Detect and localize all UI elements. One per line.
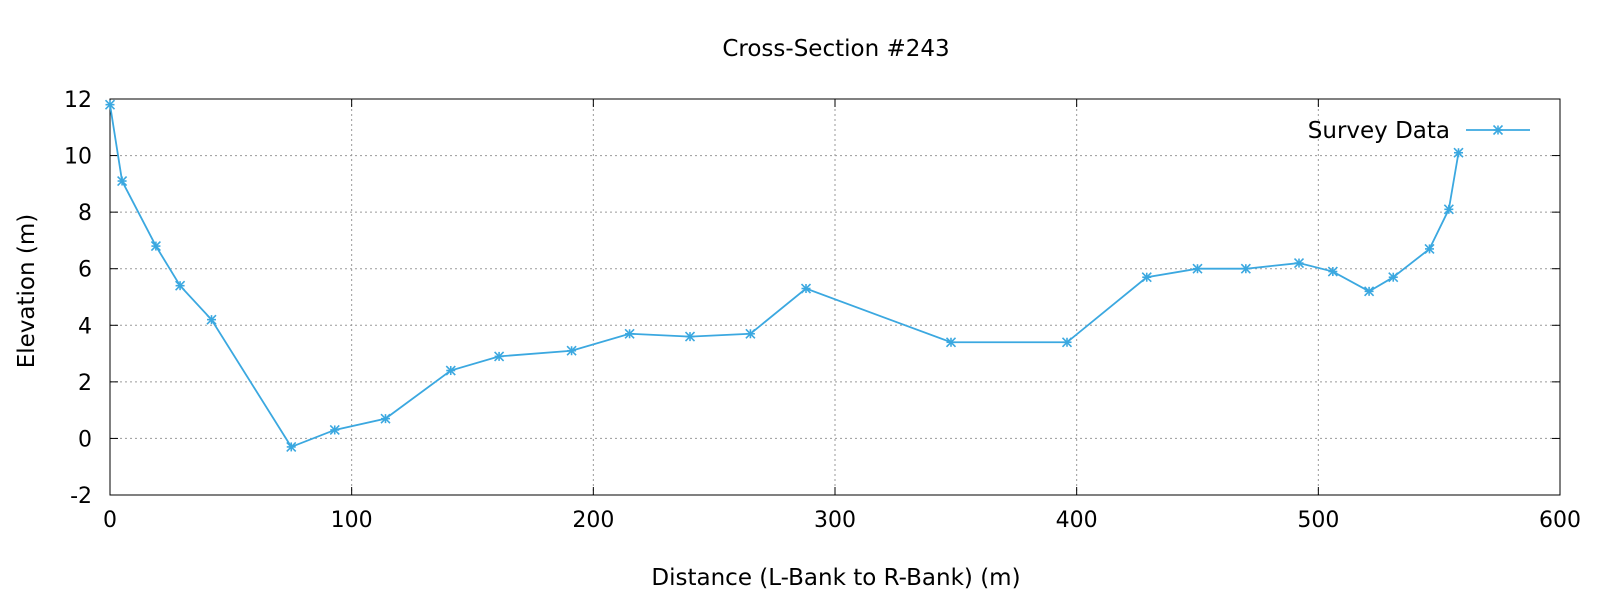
y-tick-label: -2: [70, 484, 92, 509]
data-point: [329, 424, 340, 436]
data-point: [1141, 272, 1152, 283]
data-point: [1240, 263, 1251, 274]
data-point: [800, 283, 812, 294]
y-tick-label: 2: [78, 371, 92, 396]
data-point: [150, 241, 161, 252]
y-tick-label: 12: [64, 88, 92, 113]
data-point: [117, 175, 128, 187]
y-tick-label: 8: [78, 201, 92, 226]
y-tick-label: 10: [64, 145, 92, 170]
data-point: [1192, 263, 1203, 274]
y-axis-title: Elevation (m): [14, 214, 40, 369]
data-point: [684, 331, 696, 342]
data-point: [566, 345, 577, 356]
data-point: [286, 441, 297, 452]
data-point: [445, 365, 456, 376]
data-point: [494, 351, 505, 362]
data-point: [624, 328, 635, 339]
series-layer: [104, 99, 1464, 452]
y-tick-label: 6: [78, 258, 92, 283]
data-point: [175, 280, 186, 291]
data-point: [380, 413, 391, 424]
x-tick-label: 0: [103, 508, 117, 533]
x-axis-title: Distance (L-Bank to R-Bank) (m): [651, 565, 1020, 591]
data-point: [745, 328, 756, 339]
grid: [110, 99, 1560, 495]
data-point: [1293, 257, 1305, 269]
data-point: [104, 99, 116, 110]
x-tick-label: 400: [1056, 508, 1098, 533]
data-point: [945, 337, 957, 348]
data-point: [1388, 272, 1399, 283]
data-point: [1364, 286, 1375, 297]
x-tick-label: 100: [331, 508, 373, 533]
y-tick-label: 0: [78, 427, 92, 452]
legend: Survey Data: [1308, 118, 1530, 144]
y-tick-label: 4: [78, 314, 92, 339]
data-point: [1453, 147, 1464, 158]
data-point: [1327, 266, 1338, 277]
data-point: [1424, 243, 1435, 254]
data-point: [1443, 204, 1454, 215]
legend-label: Survey Data: [1308, 118, 1450, 144]
x-tick-label: 600: [1539, 508, 1581, 533]
x-tick-label: 500: [1297, 508, 1339, 533]
x-tick-label: 300: [814, 508, 856, 533]
legend-marker: [1492, 124, 1504, 136]
axes: 0 100 200 300 400 500 600 -2 0 2 4 6 8 10 12: [64, 88, 1581, 533]
data-point: [1061, 337, 1073, 348]
chart-title: Cross-Section #243: [722, 36, 949, 62]
data-point: [206, 314, 217, 325]
x-tick-label: 200: [572, 508, 614, 533]
